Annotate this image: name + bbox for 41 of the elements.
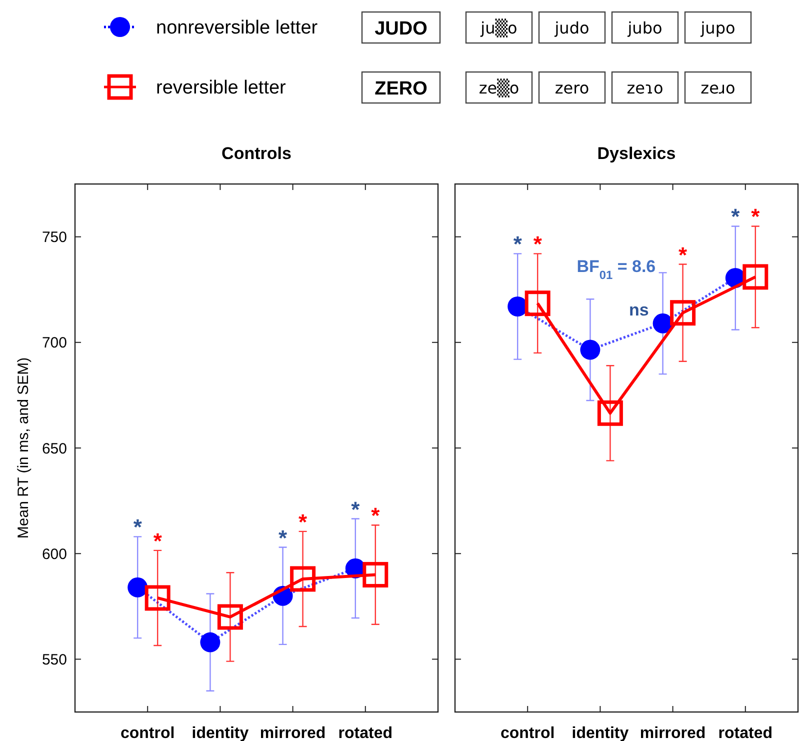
y-tick-label: 550 (42, 651, 67, 668)
text: JUDO (374, 18, 428, 40)
text: ju▒o (480, 18, 518, 38)
y-tick-label: 700 (42, 334, 67, 352)
legend-label: nonreversible letter (156, 18, 318, 39)
annotation: ns (628, 300, 649, 320)
data-label: * (153, 528, 162, 554)
y-tick-label: 750 (42, 229, 67, 246)
x-tick-label: identity (572, 725, 629, 741)
y-axis-title: Mean RT (in ms, and SEM) (15, 357, 32, 539)
data-label: * (513, 232, 522, 257)
x-tick-label: mirrored (260, 725, 326, 741)
data-label: * (278, 525, 288, 550)
text: judo (554, 18, 590, 38)
data-label: * (133, 514, 142, 540)
annotation: BF$_{01}$ = 8.6 (576, 256, 656, 282)
x-tick-label: rotated (718, 725, 773, 741)
y-tick-label: 600 (42, 546, 67, 563)
x-tick-label: control (120, 725, 175, 741)
data-label: * (751, 204, 760, 230)
text: zeɹo (700, 78, 736, 98)
text: jubo (626, 18, 662, 38)
data-label: * (298, 509, 308, 534)
text: ZERO (374, 78, 428, 100)
text: zeɿo (626, 78, 664, 98)
text: jupo (700, 18, 736, 38)
data-label: * (351, 496, 360, 522)
data-label: * (678, 242, 688, 268)
data-label: * (371, 503, 380, 528)
x-tick-label: control (500, 725, 555, 741)
text: ze▒o (478, 78, 520, 98)
y-tick-label: 650 (42, 440, 67, 458)
chart-title: Controls (222, 144, 292, 163)
text: zero (554, 78, 590, 98)
x-tick-label: mirrored (640, 725, 706, 741)
x-tick-label: identity (192, 725, 249, 741)
data-label: * (731, 204, 740, 230)
data-label: * (533, 232, 542, 257)
chart-title: Dyslexics (597, 144, 676, 163)
x-tick-label: rotated (338, 725, 393, 741)
legend-label: reversible letter (156, 78, 287, 99)
